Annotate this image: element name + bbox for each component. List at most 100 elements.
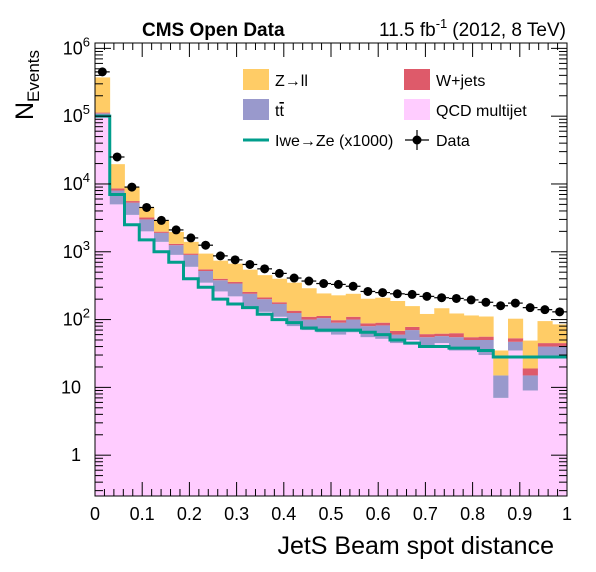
- bar-z-ll: [375, 297, 391, 323]
- data-point: [230, 255, 240, 265]
- bar-z-ll: [449, 313, 465, 334]
- data-point: [555, 307, 565, 317]
- conditions-label: (2012, 8 TeV): [452, 20, 566, 41]
- bar-qcd-multijet: [508, 350, 524, 496]
- y-tick-label: 1: [71, 445, 81, 465]
- bar-t-t: [375, 325, 391, 339]
- bar-z-ll: [139, 207, 155, 218]
- bar-w-jets: [109, 188, 125, 191]
- bar-w-jets: [168, 243, 184, 246]
- data-point: [127, 182, 137, 192]
- bar-qcd-multijet: [213, 291, 229, 496]
- bar-w-jets: [198, 269, 214, 272]
- bar-t-t: [198, 271, 214, 283]
- bar-w-jets: [242, 292, 258, 294]
- bar-w-jets: [345, 316, 361, 320]
- bar-w-jets: [183, 253, 199, 255]
- plot-frame: [94, 42, 568, 497]
- bar-qcd-multijet: [227, 296, 243, 496]
- bar-w-jets: [449, 333, 465, 338]
- data-point: [392, 289, 402, 299]
- legend-swatch-data-marker: [412, 135, 422, 145]
- bar-w-jets: [537, 343, 553, 347]
- bar-w-jets: [257, 297, 273, 300]
- bar-qcd-multijet: [331, 334, 347, 496]
- axis-ticks: 0 0.1 0.2 0.3 0.4 0.5 0.6 0.7 0.8 0.9 1 1 10 102 103 10…: [61, 34, 572, 524]
- bar-qcd-multijet: [390, 343, 406, 496]
- bar-z-ll: [419, 313, 435, 335]
- bar-t-t: [227, 283, 243, 297]
- legend-label-qcd: QCD multijet: [436, 103, 527, 120]
- bar-w-jets: [478, 336, 494, 340]
- bar-qcd-multijet: [345, 332, 361, 496]
- x-tick-label: 0.1: [130, 504, 155, 524]
- bar-qcd-multijet: [360, 337, 376, 496]
- legend: Z→ll W+jets tt QCD multijet Iwe→Ze (x100…: [243, 69, 527, 150]
- data-point: [451, 293, 461, 303]
- bar-t-t: [242, 293, 258, 308]
- bar-t-t: [404, 330, 420, 340]
- bar-w-jets: [434, 333, 450, 337]
- data-point: [407, 289, 417, 299]
- signal-step-line: [95, 114, 567, 359]
- data-point: [437, 293, 447, 303]
- bar-w-jets: [286, 310, 302, 314]
- y-tick-label: 10: [61, 377, 81, 397]
- bar-w-jets: [95, 112, 111, 114]
- bar-w-jets: [360, 323, 376, 327]
- bar-t-t: [552, 346, 568, 358]
- bar-qcd-multijet: [493, 397, 509, 496]
- bar-w-jets: [404, 326, 420, 331]
- bar-t-t: [508, 341, 524, 351]
- bar-w-jets: [508, 338, 524, 342]
- bar-w-jets: [272, 302, 288, 304]
- data-points: [95, 67, 567, 317]
- bar-z-ll: [331, 295, 347, 321]
- x-tick-label: 0: [90, 504, 100, 524]
- data-point: [274, 268, 284, 278]
- bar-w-jets: [213, 278, 229, 281]
- bar-w-jets: [375, 322, 391, 326]
- y-tick-label: 105: [63, 102, 90, 126]
- data-point: [245, 259, 255, 269]
- data-point: [304, 276, 314, 286]
- bar-z-ll: [168, 231, 184, 244]
- bar-t-t: [272, 303, 288, 317]
- legend-swatch-qcd: [404, 99, 430, 120]
- legend-label-ttbar-t: t: [275, 103, 280, 120]
- bar-qcd-multijet: [198, 282, 214, 496]
- bar-w-jets: [522, 368, 538, 376]
- bar-t-t: [257, 299, 273, 312]
- bar-z-ll: [272, 278, 288, 303]
- bar-z-ll: [286, 282, 302, 311]
- data-point: [481, 297, 491, 307]
- data-point: [215, 251, 225, 261]
- bar-qcd-multijet: [286, 326, 302, 496]
- bar-z-ll: [242, 269, 258, 293]
- bar-z-ll: [154, 220, 170, 232]
- bar-qcd-multijet: [449, 350, 465, 496]
- lumi-unit: fb: [420, 20, 436, 41]
- data-point: [496, 301, 506, 311]
- legend-label-data: Data: [436, 133, 470, 150]
- data-point: [378, 288, 388, 298]
- y-axis-label-sub: Events: [24, 50, 43, 102]
- bar-w-jets: [390, 330, 406, 335]
- y-tick-label: 103: [63, 238, 90, 262]
- bar-qcd-multijet: [404, 339, 420, 496]
- bar-w-jets: [124, 201, 140, 203]
- bar-z-ll: [316, 293, 332, 316]
- data-point: [171, 225, 181, 235]
- lumi-value: 11.5: [379, 20, 415, 41]
- bar-z-ll: [552, 324, 568, 344]
- data-point: [525, 303, 535, 313]
- data-point: [260, 264, 270, 274]
- bar-qcd-multijet: [522, 390, 538, 496]
- bar-qcd-multijet: [109, 204, 125, 496]
- bar-qcd-multijet: [95, 116, 111, 497]
- bar-w-jets: [316, 315, 332, 319]
- bar-qcd-multijet: [124, 214, 140, 496]
- bar-t-t: [168, 245, 184, 255]
- data-point: [186, 233, 196, 243]
